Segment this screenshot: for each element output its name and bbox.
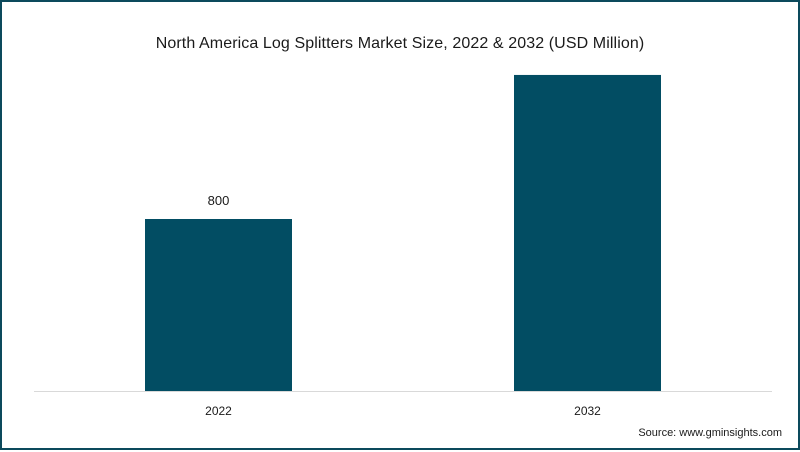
bar-2032: [514, 74, 661, 391]
x-tick-label-2032: 2032: [574, 404, 601, 418]
x-tick-label-2022: 2022: [205, 404, 232, 418]
bar-2022: [145, 219, 292, 391]
data-label-2022: 800: [208, 193, 230, 208]
chart-title: North America Log Splitters Market Size,…: [155, 35, 645, 52]
source-note: Source: www.gminsights.com: [638, 427, 782, 439]
